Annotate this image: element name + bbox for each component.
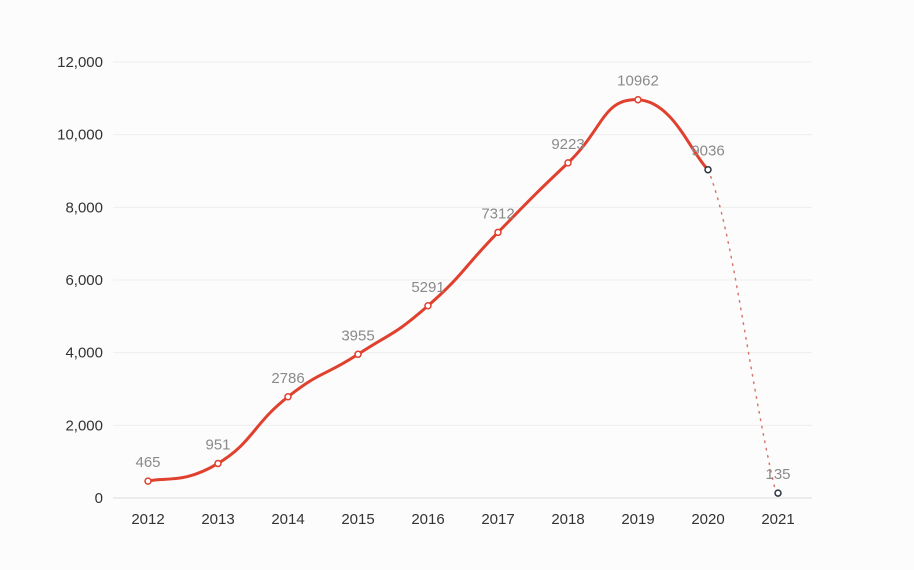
- x-tick-label: 2015: [341, 511, 374, 528]
- series-lines: [147, 98, 776, 490]
- y-tick-label: 0: [95, 490, 103, 507]
- y-tick-label: 12,000: [57, 54, 103, 71]
- y-tick-label: 6,000: [65, 272, 103, 289]
- data-label: 10962: [617, 73, 659, 90]
- y-axis-ticks: 0 2,000 4,000 6,000 8,000 10,000 12,000: [57, 54, 103, 507]
- y-tick-label: 2,000: [65, 417, 103, 434]
- y-tick-label: 10,000: [57, 127, 103, 144]
- data-label: 951: [205, 436, 230, 453]
- y-tick-label: 8,000: [65, 199, 103, 216]
- data-label: 5291: [411, 279, 444, 296]
- x-tick-label: 2017: [481, 511, 514, 528]
- x-tick-label: 2020: [691, 511, 724, 528]
- data-point: [424, 302, 432, 310]
- data-label: 7312: [481, 205, 514, 222]
- x-tick-label: 2016: [411, 511, 444, 528]
- data-point: [354, 350, 362, 359]
- data-labels: 465 951 2786 3955 5291 7312 9223 10962 9036 135: [135, 73, 790, 483]
- data-label: 135: [765, 466, 790, 483]
- data-point: [284, 393, 292, 401]
- data-point: [704, 165, 712, 174]
- data-label: 9036: [691, 143, 724, 160]
- data-point: [634, 95, 642, 104]
- x-tick-label: 2018: [551, 511, 584, 528]
- x-tick-label: 2014: [271, 511, 304, 528]
- x-tick-label: 2019: [621, 511, 654, 528]
- data-point: [774, 489, 782, 497]
- data-label: 465: [135, 454, 160, 471]
- x-tick-label: 2021: [761, 511, 794, 528]
- data-point: [214, 459, 222, 468]
- x-tick-label: 2013: [201, 511, 234, 528]
- data-label: 9223: [551, 136, 584, 153]
- projected-dotted-line: [707, 168, 776, 490]
- y-tick-label: 4,000: [65, 345, 103, 362]
- data-label: 2786: [271, 370, 304, 387]
- data-label: 3955: [341, 327, 374, 344]
- series-line: [147, 98, 710, 483]
- data-point: [494, 228, 502, 237]
- x-tick-label: 2012: [131, 511, 164, 528]
- data-points: [144, 95, 782, 497]
- data-point: [564, 159, 572, 167]
- x-axis-ticks: 2012 2013 2014 2015 2016 2017 2018 2019 2020 2021: [131, 511, 794, 528]
- data-point: [144, 477, 152, 485]
- gridlines: [113, 61, 812, 499]
